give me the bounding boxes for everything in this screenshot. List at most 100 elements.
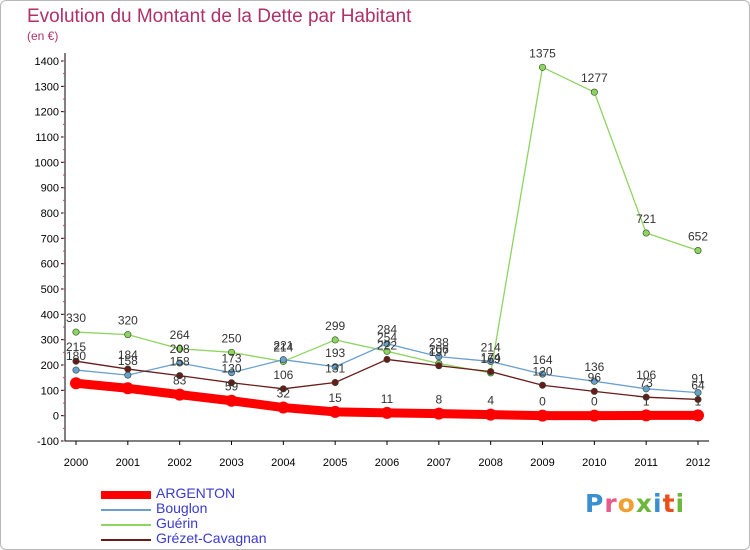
data-point [642,393,650,401]
y-tick-label: -100 [37,436,59,448]
data-label: 130 [221,362,241,376]
data-label: 83 [173,374,187,388]
data-point [121,382,134,395]
data-point [176,359,184,367]
data-point [590,387,598,395]
y-tick-label: 200 [41,360,59,372]
data-point [484,408,497,421]
data-label: 1277 [581,71,608,85]
data-point [383,347,391,355]
logo-letter: P [585,489,605,518]
y-tick-label: 0 [53,411,59,423]
logo-letter: i [653,489,663,518]
y-tick-label: 1400 [35,56,59,68]
data-label: 299 [325,319,345,333]
data-label: 264 [170,328,190,342]
data-label: 206 [429,342,449,356]
legend-swatch [101,509,151,511]
data-label: 136 [584,360,604,374]
data-label: 8 [435,393,442,407]
legend-swatch [101,524,151,526]
data-label: 214 [273,340,293,354]
data-label: 721 [636,212,656,226]
data-point [279,385,287,393]
data-point [694,395,702,403]
data-label: 164 [532,353,552,367]
data-point [72,366,80,374]
data-label: 131 [325,361,345,375]
logo-letter: i [675,489,686,518]
data-label: 254 [377,330,397,344]
x-tick-label: 2008 [478,457,502,469]
data-point [173,388,186,401]
x-tick-label: 2010 [582,457,606,469]
y-tick-label: 100 [41,385,59,397]
data-label: 120 [532,364,552,378]
data-label: 193 [325,346,345,360]
legend-label: ARGENTON [156,485,236,501]
data-label: 64 [691,378,705,392]
data-label: 174 [481,351,501,365]
legend-swatch [101,539,151,541]
data-label: 320 [118,314,138,328]
y-tick-label: 1200 [35,107,59,119]
data-point [383,355,391,363]
data-point [277,401,290,414]
data-point [124,331,132,339]
logo-letter: t [662,489,676,518]
x-tick-label: 2002 [167,457,191,469]
data-point [383,340,391,348]
data-point [487,357,495,365]
x-tick-label: 2001 [116,457,140,469]
data-label: 106 [636,368,656,382]
data-label: 15 [328,391,342,405]
y-tick-label: 900 [41,183,59,195]
data-point [72,328,80,336]
data-point [331,363,339,371]
legend-item: Guérin [101,515,361,532]
data-label: 1 [643,394,650,408]
data-point [435,362,443,370]
logo-letter: x [635,489,653,518]
data-point [588,409,601,422]
data-label: 1 [695,394,702,408]
legend-item: Grézet-Cavagnan [101,530,361,547]
legend-label: Bouglon [156,500,208,516]
data-point [329,405,342,418]
unit-label: (en €) [27,29,59,43]
legend-label: Guérin [156,515,199,531]
chart-title: Evolution du Montant de la Dette par Hab… [27,6,412,27]
data-label: 106 [273,368,293,382]
legend-label: Grézet-Cavagnan [156,530,267,546]
proxiti-logo: Proxiti [585,489,685,518]
data-point [590,88,598,96]
data-point [642,385,650,393]
data-label: 158 [170,355,190,369]
data-label: 222 [377,338,397,352]
legend-item: ARGENTON [101,485,361,502]
data-point [225,394,238,407]
logo-letter: r [604,489,618,518]
data-point [228,369,236,377]
data-label: 0 [591,395,598,409]
data-label: 652 [688,229,708,243]
y-tick-label: 400 [41,309,59,321]
data-point [228,348,236,356]
data-label: 96 [588,370,602,384]
data-point [331,378,339,386]
data-label: 1375 [529,46,556,60]
data-point [279,356,287,364]
data-label: 0 [539,395,546,409]
data-point [228,379,236,387]
data-label: 169 [481,352,501,366]
data-point [536,409,549,422]
y-tick-label: 300 [41,335,59,347]
data-point [692,409,704,422]
data-point [590,377,598,385]
x-tick-label: 2012 [686,457,710,469]
data-label: 215 [66,340,86,354]
data-label: 214 [481,340,501,354]
data-label: 184 [118,348,138,362]
data-point [381,406,393,419]
